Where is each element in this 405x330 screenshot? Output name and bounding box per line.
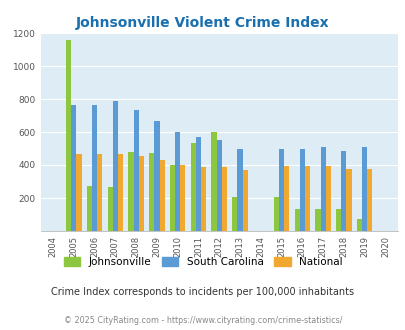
Bar bbox=[341, 151, 345, 231]
Bar bbox=[159, 160, 164, 231]
Bar bbox=[367, 169, 371, 231]
Bar bbox=[149, 153, 154, 231]
Bar bbox=[320, 147, 325, 231]
Bar bbox=[107, 187, 113, 231]
Bar bbox=[118, 154, 123, 231]
Bar bbox=[175, 133, 180, 231]
Bar bbox=[237, 149, 242, 231]
Bar bbox=[345, 169, 351, 231]
Legend: Johnsonville, South Carolina, National: Johnsonville, South Carolina, National bbox=[63, 257, 342, 267]
Bar bbox=[113, 101, 118, 231]
Bar bbox=[139, 156, 144, 231]
Bar bbox=[190, 143, 195, 231]
Bar bbox=[216, 140, 221, 231]
Bar bbox=[180, 165, 185, 231]
Text: Crime Index corresponds to incidents per 100,000 inhabitants: Crime Index corresponds to incidents per… bbox=[51, 287, 354, 297]
Bar bbox=[232, 197, 237, 231]
Bar bbox=[97, 154, 102, 231]
Bar bbox=[325, 166, 330, 231]
Bar bbox=[273, 197, 278, 231]
Text: © 2025 CityRating.com - https://www.cityrating.com/crime-statistics/: © 2025 CityRating.com - https://www.city… bbox=[64, 315, 341, 325]
Bar bbox=[221, 167, 226, 231]
Bar bbox=[66, 41, 71, 231]
Bar bbox=[76, 154, 81, 231]
Bar bbox=[195, 138, 200, 231]
Bar bbox=[87, 186, 92, 231]
Text: Johnsonville Violent Crime Index: Johnsonville Violent Crime Index bbox=[76, 16, 329, 30]
Bar bbox=[200, 167, 206, 231]
Bar bbox=[133, 110, 139, 231]
Bar bbox=[211, 133, 216, 231]
Bar bbox=[128, 152, 133, 231]
Bar bbox=[299, 148, 304, 231]
Bar bbox=[356, 219, 361, 231]
Bar bbox=[315, 209, 320, 231]
Bar bbox=[71, 105, 76, 231]
Bar bbox=[169, 165, 175, 231]
Bar bbox=[242, 170, 247, 231]
Bar bbox=[294, 209, 299, 231]
Bar bbox=[92, 105, 97, 231]
Bar bbox=[278, 148, 284, 231]
Bar bbox=[304, 166, 309, 231]
Bar bbox=[154, 121, 159, 231]
Bar bbox=[361, 147, 367, 231]
Bar bbox=[335, 209, 341, 231]
Bar bbox=[284, 167, 289, 231]
